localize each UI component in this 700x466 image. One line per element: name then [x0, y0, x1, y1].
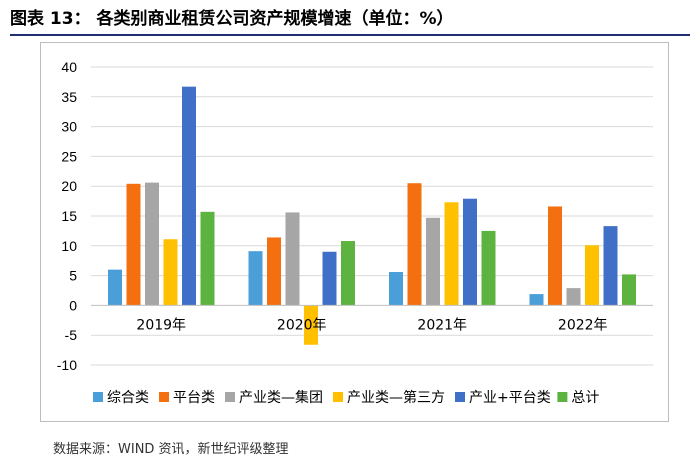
legend-label: 总计	[571, 390, 599, 406]
legend-label: 产业+平台类	[469, 390, 551, 406]
bar	[341, 241, 355, 306]
y-tick-label: 5	[69, 268, 77, 284]
legend-label: 综合类	[107, 390, 149, 406]
bar	[145, 182, 159, 306]
bar	[566, 288, 581, 306]
bar	[322, 251, 337, 306]
y-tick-label: 15	[61, 208, 77, 224]
bar	[108, 269, 122, 306]
bar	[426, 217, 440, 306]
bar	[407, 183, 422, 306]
y-tick-label: 40	[61, 59, 77, 75]
x-tick-label: 2022年	[558, 317, 608, 333]
bar	[304, 305, 318, 345]
bar	[444, 202, 459, 306]
legend-swatch	[455, 392, 465, 402]
y-tick-label: -5	[65, 327, 78, 343]
bar	[463, 198, 477, 306]
x-tick-label: 2020年	[277, 317, 327, 333]
y-axis-ticks: 40 35 30 25 20 15 10 5 0 -5 -10	[57, 59, 77, 373]
legend-swatch	[93, 392, 103, 402]
bar	[267, 237, 281, 306]
bar	[200, 211, 215, 306]
y-tick-label: 30	[61, 119, 77, 135]
legend-label: 平台类	[173, 390, 215, 406]
legend-label: 产业类—第三方	[347, 389, 445, 406]
legend-swatch	[333, 392, 343, 402]
bar	[481, 230, 496, 306]
x-axis-labels: 2019年 2020年 2021年 2022年	[136, 317, 607, 333]
y-tick-label: 35	[61, 89, 77, 105]
y-tick-label: 25	[61, 148, 77, 164]
y-tick-label: 20	[61, 178, 77, 194]
bar	[585, 245, 599, 306]
title-divider	[10, 34, 690, 36]
y-tick-label: 0	[69, 297, 77, 313]
bar	[248, 251, 263, 306]
legend-swatch	[225, 392, 235, 402]
bar	[548, 206, 562, 306]
legend-swatch	[159, 392, 169, 402]
bar	[529, 294, 544, 306]
x-tick-label: 2021年	[417, 317, 467, 333]
legend-label: 产业类—集团	[239, 389, 323, 406]
bar-chart: 40 35 30 25 20 15 10 5 0 -5 -10 2019年 2020年 2021年 202…	[57, 59, 653, 406]
bars	[108, 86, 636, 345]
chart-frame: 40 35 30 25 20 15 10 5 0 -5 -10 2019年 2020年 2021年 202…	[40, 42, 669, 422]
bar	[182, 86, 196, 306]
figure-title: 图表 13： 各类别商业租赁公司资产规模增速（单位：%）	[10, 9, 454, 29]
bar	[126, 183, 141, 306]
x-tick-label: 2019年	[136, 317, 186, 333]
source-note: 数据来源：WIND 资讯，新世纪评级整理	[53, 442, 289, 457]
bar	[285, 212, 300, 306]
bar	[622, 274, 636, 306]
bar	[163, 239, 178, 306]
bar	[389, 272, 403, 306]
y-tick-label: -10	[57, 357, 77, 373]
legend: 综合类 平台类 产业类—集团 产业类—第三方 产业+平台类 总计	[93, 389, 599, 406]
legend-swatch	[557, 392, 568, 402]
bar	[603, 226, 618, 306]
y-tick-label: 10	[61, 238, 77, 254]
